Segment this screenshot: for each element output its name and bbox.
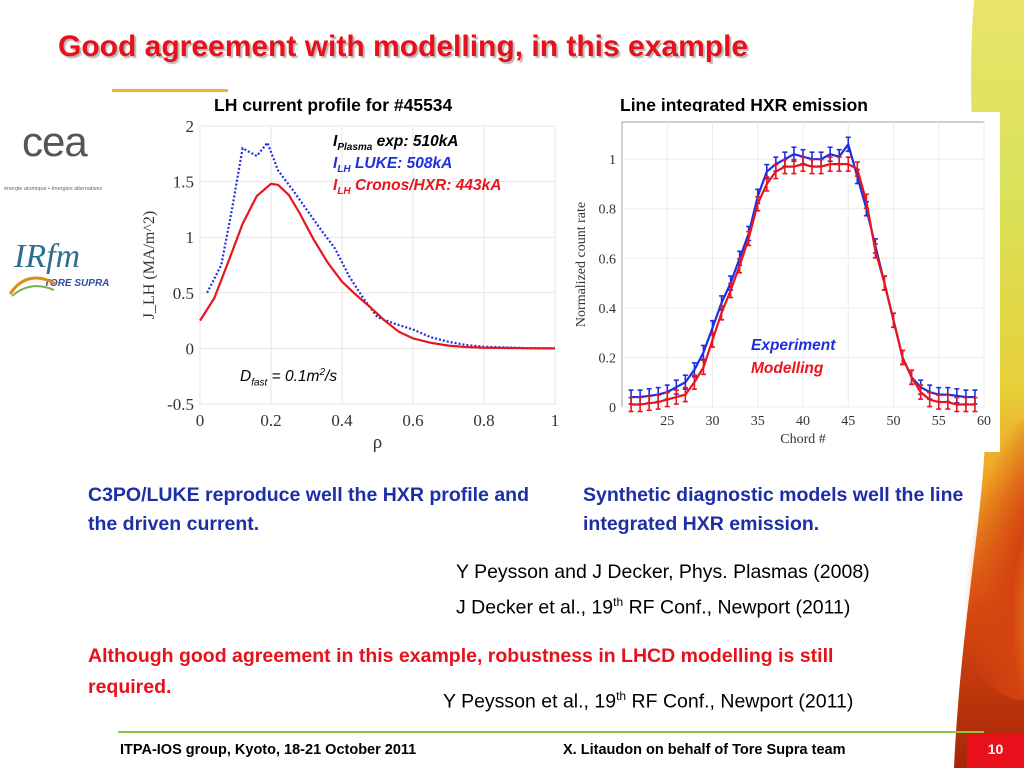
y-tick-label: 0.4 [599,302,617,317]
legend-modelling: Modelling [751,360,824,377]
x-tick-label: 45 [841,414,855,429]
y-tick-label: 0.8 [599,203,617,218]
footer-left: ITPA-IOS group, Kyoto, 18-21 October 201… [120,742,417,758]
y-tick-label: 0.5 [173,284,194,303]
y-tick-label: 1 [609,153,616,168]
warning-paragraph: Although good agreement in this example,… [88,645,834,698]
cea-logo: cea énergie atomique • énergies alternat… [2,112,118,198]
reference-2: J Decker et al., 19th RF Conf., Newport … [456,595,851,619]
y-tick-label: -0.5 [167,395,194,414]
footer-line [118,731,984,733]
right-paragraph: Synthetic diagnostic models well the lin… [583,484,964,535]
x-tick-label: 0.2 [260,411,281,430]
x-tick-label: 0.6 [402,411,423,430]
x-tick-label: 0 [196,411,205,430]
annotation-plasma: IPlasma exp: 510kA [333,133,459,154]
x-tick-label: 50 [887,414,901,429]
y-tick-label: 0 [186,339,195,358]
cea-logo-text: cea [22,118,88,165]
irfm-swoosh-icon [8,276,57,297]
x-tick-label: 0.8 [473,411,494,430]
x-tick-label: 60 [977,414,991,429]
cea-logo-tagline: énergie atomique • énergies alternatives [4,186,103,192]
hxr-emission-chart: 25 30 35 40 45 50 55 60 0 0.2 0.4 0.6 0.8 1 Chord # Nor… [566,112,1000,452]
left-chart-heading: LH current profile for #45534 [214,95,453,115]
x-tick-label: 40 [796,414,810,429]
irfm-logo: IRfm TORE SUPRA [4,232,109,302]
plot-frame [199,125,556,405]
y-tick-label: 1 [186,228,195,247]
annotation-dfast: Dfast = 0.1m2/s [240,367,338,389]
annotation-luke: ILH LUKE: 508kA [333,155,453,176]
cronos-profile-line [199,182,556,350]
right-chart-heading: Line integrated HXR emission [620,95,868,115]
y-tick-label: 0 [609,401,616,416]
slide-title: Good agreement with modelling, in this e… [58,30,749,63]
reference-3: Y Peysson et al., 19th RF Conf., Newport… [443,689,854,713]
y-axis-label: J_LH (MA/m^2) [141,211,158,319]
x-tick-label: 55 [932,414,946,429]
y-tick-label: 0.6 [599,252,617,267]
x-tick-label: 30 [706,414,720,429]
irfm-logo-sub: TORE SUPRA [44,278,110,289]
x-axis-label: ρ [373,432,382,452]
x-tick-label: 35 [751,414,765,429]
y-axis-label: Normalized count rate [574,202,589,327]
x-tick-label: 25 [660,414,674,429]
x-axis-label: Chord # [780,432,826,447]
y-tick-label: 2 [186,117,195,136]
page-number: 10 [967,734,1024,768]
y-tick-label: 1.5 [173,173,194,192]
irfm-logo-text: IRfm [14,238,81,275]
annotation-cronos: ILH Cronos/HXR: 443kA [333,177,502,198]
legend-experiment: Experiment [751,337,836,354]
left-paragraph: C3PO/LUKE reproduce well the HXR profile… [88,484,529,535]
x-tick-label: 1 [551,411,560,430]
reference-1: Y Peysson and J Decker, Phys. Plasmas (2… [456,561,870,583]
x-tick-label: 0.4 [331,411,353,430]
title-accent-line [112,89,228,92]
y-tick-label: 0.2 [599,351,617,366]
footer-right: X. Litaudon on behalf of Tore Supra team [563,742,846,758]
